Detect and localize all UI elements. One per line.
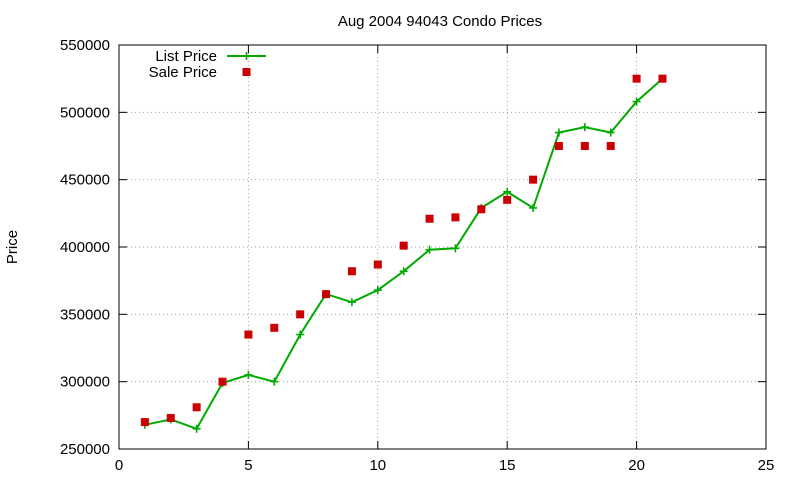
sale-price-point xyxy=(658,74,667,83)
y-tick-label: 300000 xyxy=(60,374,110,391)
y-tick-label: 550000 xyxy=(60,37,110,54)
plot-frame xyxy=(118,44,767,450)
x-tick-label: 20 xyxy=(628,457,645,474)
list-price-point xyxy=(529,203,538,212)
y-axis-label: Price xyxy=(4,230,21,264)
list-price-point xyxy=(632,97,641,106)
list-price-point xyxy=(192,424,201,433)
grid xyxy=(119,45,766,449)
y-tick-label: 450000 xyxy=(60,172,110,189)
x-tick-label: 0 xyxy=(115,457,123,474)
legend-point-swatch xyxy=(242,68,251,76)
list-price-point xyxy=(244,370,253,379)
legend-label: Sale Price xyxy=(149,64,217,81)
list-price-point xyxy=(606,128,615,137)
sale-price-point xyxy=(451,213,460,222)
list-price-point xyxy=(399,267,408,276)
x-tick-label: 25 xyxy=(758,457,775,474)
sale-price-point xyxy=(166,414,175,423)
sale-price-point xyxy=(580,142,589,150)
x-tick-label: 10 xyxy=(369,457,386,474)
axis-ticks: 250000 300000 350000 400000 450000 500000 5500… xyxy=(60,37,774,474)
list-price-point xyxy=(503,187,512,196)
list-price-point xyxy=(347,298,356,307)
sale-price-point xyxy=(296,310,305,319)
list-price-point xyxy=(554,128,563,137)
sale-price-point xyxy=(373,260,382,269)
x-tick-label: 5 xyxy=(244,457,252,474)
sale-price-point xyxy=(270,323,279,332)
legend-point-swatch xyxy=(242,52,251,60)
list-price-point xyxy=(296,330,305,339)
x-tick-label: 15 xyxy=(499,457,516,474)
sale-price-point xyxy=(529,175,538,184)
sale-price-point xyxy=(632,74,641,83)
sale-price-point xyxy=(218,377,227,386)
sale-price-point xyxy=(244,330,253,339)
legend-label: List Price xyxy=(155,48,217,65)
list-price-point xyxy=(270,377,279,386)
list-price-point xyxy=(373,286,382,295)
y-tick-label: 500000 xyxy=(60,104,110,121)
sale-price-point xyxy=(554,142,563,150)
y-tick-label: 400000 xyxy=(60,239,110,256)
list-price-point xyxy=(451,244,460,253)
list-price-line xyxy=(144,77,664,431)
sale-price-point xyxy=(606,142,615,150)
sale-price-point xyxy=(477,205,486,214)
y-tick-label: 250000 xyxy=(60,441,110,458)
chart-title: Aug 2004 94043 Condo Prices xyxy=(338,13,542,30)
sale-price-point xyxy=(425,214,434,223)
sale-price-point xyxy=(322,290,331,299)
sale-price-point xyxy=(347,267,356,276)
list-price-point xyxy=(425,245,434,254)
list-price-point xyxy=(580,123,589,132)
sale-price-point xyxy=(192,403,201,412)
sale-price-point xyxy=(399,241,408,250)
sale-price-point xyxy=(140,418,149,427)
sale-price-point xyxy=(503,195,512,204)
y-tick-label: 350000 xyxy=(60,306,110,323)
series-layer xyxy=(140,74,667,433)
